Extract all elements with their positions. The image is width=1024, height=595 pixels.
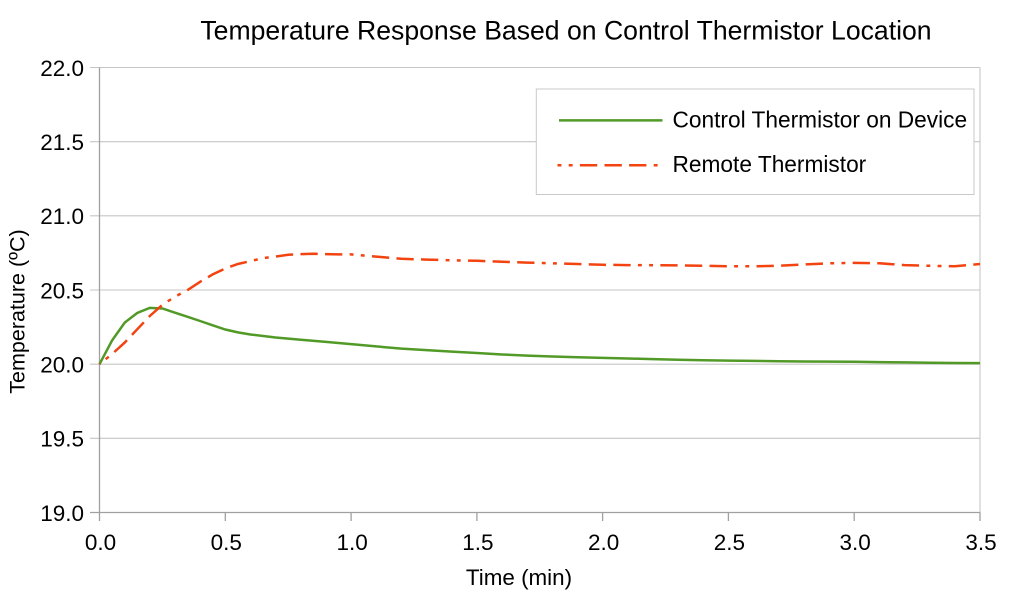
svg-text:0.5: 0.5 <box>211 530 242 555</box>
svg-text:21.5: 21.5 <box>40 130 84 155</box>
svg-text:Temperature Response Based on: Temperature Response Based on Control Th… <box>200 16 931 46</box>
svg-text:Time (min): Time (min) <box>466 565 572 590</box>
svg-text:20.5: 20.5 <box>40 278 84 303</box>
svg-text:1.5: 1.5 <box>462 530 493 555</box>
svg-text:Control Thermistor on Device: Control Thermistor on Device <box>673 107 968 133</box>
svg-text:Remote Thermistor: Remote Thermistor <box>673 151 867 177</box>
svg-text:2.0: 2.0 <box>588 530 619 555</box>
svg-text:20.0: 20.0 <box>40 353 84 378</box>
svg-text:19.0: 19.0 <box>40 501 84 526</box>
svg-text:21.0: 21.0 <box>40 204 84 229</box>
svg-text:1.0: 1.0 <box>336 530 367 555</box>
svg-text:3.5: 3.5 <box>965 530 996 555</box>
svg-text:Temperature (ºC): Temperature (ºC) <box>6 229 30 393</box>
svg-text:3.0: 3.0 <box>840 530 871 555</box>
svg-text:22.0: 22.0 <box>40 56 84 81</box>
svg-text:2.5: 2.5 <box>714 530 745 555</box>
svg-text:19.5: 19.5 <box>40 427 84 452</box>
svg-text:0.0: 0.0 <box>85 530 116 555</box>
